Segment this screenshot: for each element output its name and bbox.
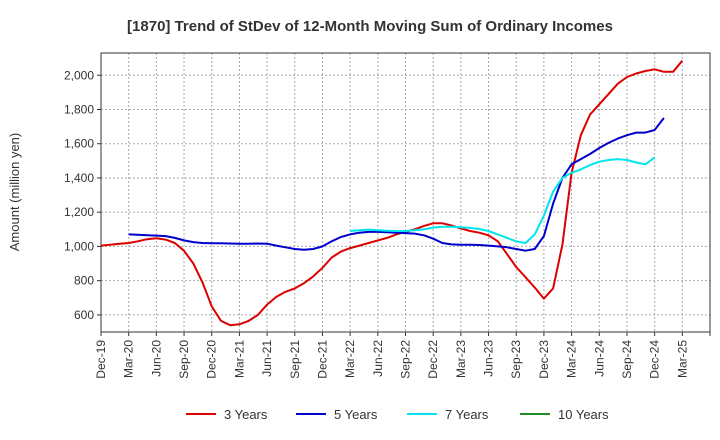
x-axis: Dec-19 Mar-20 Jun-20 Sep-20 Dec-20 Mar-21 Jun-… [94, 332, 711, 379]
x-tick-label: Sep-23 [509, 340, 523, 379]
x-tick-label: Dec-24 [648, 340, 662, 379]
x-tick-label: Mar-25 [675, 340, 689, 378]
y-tick-label: 1,800 [64, 102, 94, 116]
y-tick-label: 1,000 [64, 239, 94, 253]
x-tick-label: Dec-20 [205, 340, 219, 379]
x-tick-label: Dec-23 [537, 340, 551, 379]
y-tick-label: 800 [74, 274, 94, 288]
x-tick-label: Jun-22 [371, 340, 385, 377]
x-tick-label: Sep-21 [288, 340, 302, 379]
y-axis-label: Amount (million yen) [7, 133, 22, 252]
x-tick-label: Mar-21 [232, 340, 246, 378]
legend-label-5-years: 5 Years [334, 407, 378, 422]
y-tick-label: 2,000 [64, 68, 94, 82]
series-line-3-years [100, 60, 684, 327]
x-tick-label: Sep-24 [620, 340, 634, 379]
legend: 3 Years 5 Years 7 Years 10 Years [186, 407, 609, 422]
x-tick-label: Jun-20 [149, 340, 163, 377]
x-tick-label: Jun-24 [592, 340, 606, 377]
x-tick-label: Mar-24 [565, 340, 579, 378]
legend-label-3-years: 3 Years [224, 407, 268, 422]
y-tick-label: 1,400 [64, 171, 94, 185]
x-tick-label: Mar-20 [122, 340, 136, 378]
legend-label-7-years: 7 Years [445, 407, 489, 422]
grid [100, 53, 711, 332]
y-tick-label: 600 [74, 308, 94, 322]
series-line-5-years [128, 117, 665, 252]
x-tick-label: Dec-22 [426, 340, 440, 379]
series-line-7-years [350, 156, 656, 244]
x-tick-label: Sep-22 [399, 340, 413, 379]
y-axis: 600 800 1,000 1,200 1,400 1,600 1,800 2,000 [64, 68, 101, 322]
legend-label-10-years: 10 Years [558, 407, 609, 422]
x-tick-label: Sep-20 [177, 340, 191, 379]
x-tick-label: Dec-21 [315, 340, 329, 379]
x-tick-label: Jun-21 [260, 340, 274, 377]
x-tick-label: Dec-19 [94, 340, 108, 379]
series-group [100, 60, 684, 327]
x-tick-label: Mar-23 [454, 340, 468, 378]
y-tick-label: 1,200 [64, 205, 94, 219]
x-tick-label: Mar-22 [343, 340, 357, 378]
y-tick-label: 1,600 [64, 137, 94, 151]
x-tick-label: Jun-23 [482, 340, 496, 377]
chart-title: [1870] Trend of StDev of 12-Month Moving… [127, 18, 613, 35]
